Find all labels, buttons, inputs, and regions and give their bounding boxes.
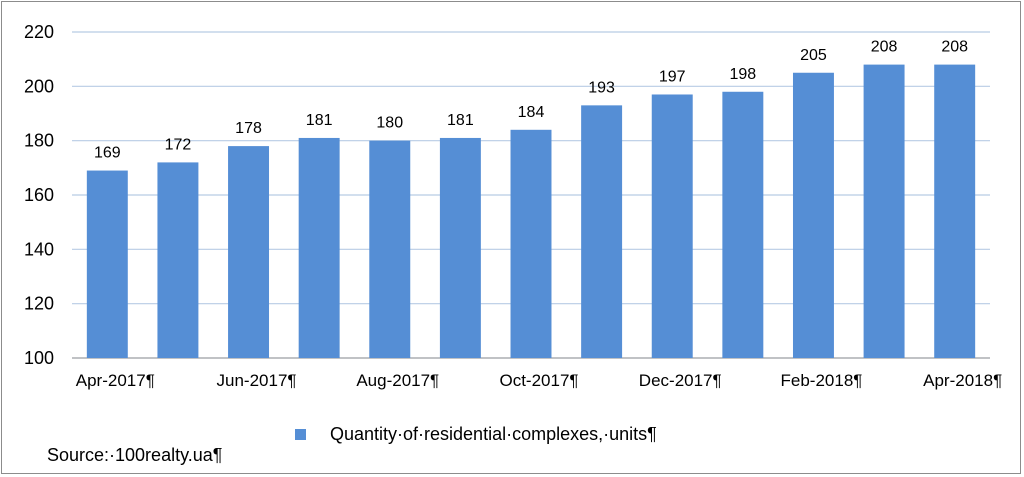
bar bbox=[439, 137, 481, 358]
data-label: 178 bbox=[235, 120, 262, 137]
x-tick-label: Aug-2017¶ bbox=[356, 371, 439, 390]
bar bbox=[369, 140, 411, 358]
data-label: 208 bbox=[941, 39, 968, 56]
source-note: Source:·100realty.ua¶ bbox=[47, 445, 223, 465]
legend: Quantity·of·residential·complexes,·units… bbox=[295, 424, 657, 445]
bar bbox=[510, 129, 552, 358]
bar-chart: 100 120 140 160 180 200 220 169 172 178 181 180 181… bbox=[24, 22, 1002, 390]
data-label: 197 bbox=[659, 68, 686, 85]
y-tick-label: 100 bbox=[24, 348, 54, 368]
y-tick-label: 140 bbox=[24, 239, 54, 259]
data-label: 208 bbox=[871, 39, 898, 56]
bar bbox=[934, 64, 976, 358]
bar bbox=[157, 162, 199, 358]
x-axis-tick-labels: Apr-2017¶ Jun-2017¶ Aug-2017¶ Oct-2017¶ Dec-… bbox=[76, 371, 1002, 390]
bar bbox=[298, 137, 340, 358]
x-tick-label: Apr-2017¶ bbox=[76, 371, 155, 390]
data-label: 181 bbox=[306, 112, 333, 129]
x-tick-label: Dec-2017¶ bbox=[639, 371, 722, 390]
x-tick-label: Jun-2017¶ bbox=[217, 371, 297, 390]
bars bbox=[86, 64, 976, 359]
y-tick-label: 160 bbox=[24, 185, 54, 205]
data-label: 172 bbox=[165, 136, 192, 153]
bar bbox=[651, 94, 693, 358]
data-label: 193 bbox=[588, 79, 615, 96]
x-tick-label: Apr-2018¶ bbox=[923, 371, 1002, 390]
data-label: 180 bbox=[376, 115, 403, 132]
bar bbox=[228, 146, 270, 358]
data-label: 181 bbox=[447, 112, 474, 129]
data-label: 184 bbox=[518, 104, 545, 121]
data-label: 169 bbox=[94, 145, 121, 162]
data-label: 205 bbox=[800, 47, 827, 64]
x-tick-label: Feb-2018¶ bbox=[781, 371, 863, 390]
y-axis-tick-labels: 100 120 140 160 180 200 220 bbox=[24, 22, 54, 368]
y-tick-label: 200 bbox=[24, 76, 54, 96]
legend-label: Quantity·of·residential·complexes,·units… bbox=[330, 424, 657, 444]
bar bbox=[863, 64, 905, 358]
y-tick-label: 220 bbox=[24, 22, 54, 42]
x-tick-label: Oct-2017¶ bbox=[499, 371, 578, 390]
bar bbox=[792, 72, 834, 358]
data-labels: 169 172 178 181 180 181 184 193 197 198 205 208 208 bbox=[94, 39, 968, 162]
bar bbox=[86, 170, 128, 358]
bar bbox=[581, 105, 623, 358]
data-label: 198 bbox=[729, 66, 756, 83]
bar bbox=[722, 91, 764, 359]
y-tick-label: 120 bbox=[24, 294, 54, 314]
legend-swatch bbox=[295, 429, 306, 440]
y-tick-label: 180 bbox=[24, 131, 54, 151]
